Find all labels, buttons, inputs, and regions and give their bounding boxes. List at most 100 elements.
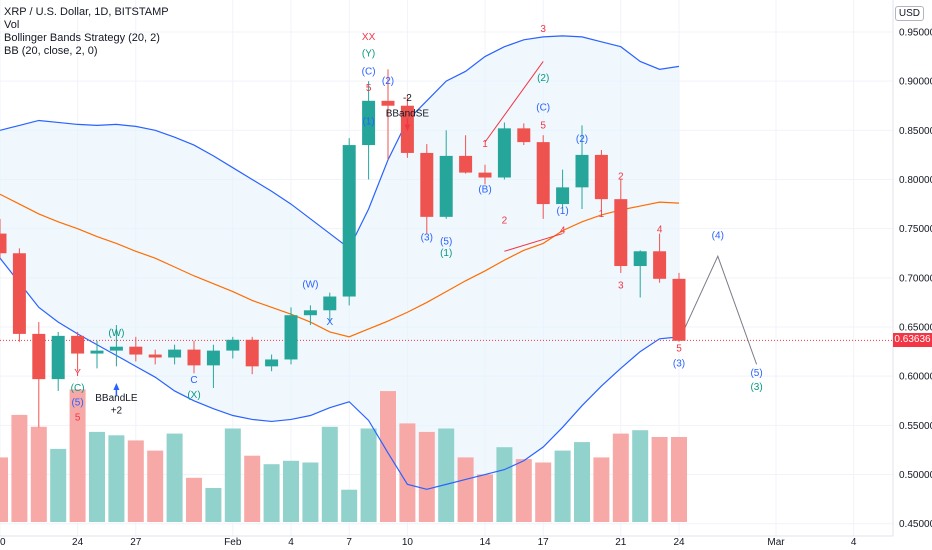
price-tick-label: 0.55000	[899, 421, 932, 432]
volume-bar	[574, 442, 590, 522]
price-tick-label: 0.50000	[899, 470, 932, 481]
candle-body	[32, 333, 46, 380]
volume-bars	[0, 389, 687, 522]
candle-body	[303, 310, 317, 316]
volume-bar	[89, 431, 105, 522]
volume-bar	[224, 428, 241, 522]
volume-bar	[108, 435, 125, 522]
candle-body	[381, 100, 395, 106]
indicator-bb-strategy[interactable]: Bollinger Bands Strategy (20, 2)	[4, 32, 160, 44]
candle-body	[594, 154, 608, 200]
volume-bar	[632, 430, 649, 522]
wave-label: (5)	[440, 236, 452, 247]
time-tick-label: 4	[288, 537, 294, 548]
volume-bar	[651, 437, 668, 522]
time-tick-label: 4	[851, 537, 857, 548]
wave-label: 5	[540, 120, 546, 131]
volume-bar	[341, 489, 358, 522]
wave-label: Y	[74, 368, 81, 379]
candle-body	[342, 145, 356, 297]
currency-button[interactable]: USD	[894, 6, 924, 21]
chart-legend: XRP / U.S. Dollar, 1D, BITSTAMP Vol Boll…	[4, 6, 169, 58]
wave-label: (3)	[421, 232, 433, 243]
volume-bar	[263, 464, 280, 522]
candle-body	[517, 128, 531, 143]
candle-body	[439, 155, 453, 217]
candle-body	[556, 187, 570, 205]
candle-body	[323, 296, 337, 311]
indicator-bb[interactable]: BB (20, close, 2, 0)	[4, 45, 98, 57]
wave-label: (5)	[71, 398, 83, 409]
wave-label: 2	[502, 216, 508, 227]
candle-body	[614, 199, 628, 267]
candle-body	[653, 251, 667, 279]
price-tick-label: 0.95000	[899, 27, 932, 38]
wave-label: (C)	[536, 103, 550, 114]
time-tick-label: 14	[479, 537, 491, 548]
wave-label: (4)	[712, 230, 724, 241]
wave-label: +2	[111, 406, 123, 417]
volume-bar	[593, 457, 610, 522]
volume-bar	[186, 477, 202, 522]
candle-body	[575, 154, 589, 188]
last-price-tag: 0.63636	[893, 333, 932, 348]
volume-bar	[69, 389, 86, 522]
wave-label: (B)	[478, 184, 491, 195]
wave-label: 2	[618, 171, 624, 182]
price-axis: 0.95000 0.90000 0.85000 0.80000 0.75000 0.700…	[892, 0, 932, 536]
time-tick-label: 7	[346, 537, 352, 548]
volume-bar	[166, 433, 183, 522]
volume-bar	[244, 455, 261, 522]
wave-label: 1	[482, 139, 488, 150]
trend-line	[484, 61, 544, 143]
price-tick-label: 0.80000	[899, 175, 932, 186]
wave-label: C	[190, 375, 197, 386]
volume-bar	[477, 474, 493, 522]
indicator-vol[interactable]: Vol	[4, 19, 20, 31]
wave-label: -2	[403, 93, 412, 104]
volume-bar	[380, 391, 396, 522]
volume-bar	[671, 437, 687, 522]
candle-body	[478, 172, 492, 178]
candle-body	[206, 350, 220, 366]
candle-body	[109, 346, 123, 351]
volume-bar	[535, 462, 552, 522]
wave-label: (Y)	[362, 49, 375, 60]
candle-body	[536, 142, 550, 205]
wave-label: (C)	[362, 66, 376, 77]
candle-body	[226, 339, 240, 351]
candle-body	[129, 346, 143, 355]
price-tick-label: 0.65000	[899, 323, 932, 334]
bb-basis-line	[0, 193, 680, 338]
volume-bar	[147, 450, 164, 522]
candle-body	[420, 152, 434, 217]
wave-label: (W)	[108, 328, 124, 339]
candle-body	[148, 354, 162, 358]
volume-bar	[438, 428, 455, 522]
wave-label: X	[326, 317, 333, 328]
wave-label: (C)	[71, 383, 85, 394]
time-tick-label: 27	[130, 537, 142, 548]
wave-label: (3)	[750, 382, 762, 393]
volume-bar	[205, 488, 222, 522]
wave-label: 5	[676, 344, 682, 355]
indicator-lines	[0, 35, 893, 490]
candle-body	[459, 155, 473, 173]
time-tick-label: 24	[72, 537, 84, 548]
wave-label: (1)	[440, 248, 452, 259]
candle-body	[497, 128, 511, 178]
wave-label: BBandLE	[95, 393, 138, 404]
wave-label: (X)	[187, 390, 200, 401]
volume-bar	[360, 428, 377, 522]
price-tick-label: 0.85000	[899, 126, 932, 137]
wave-label: 4	[560, 226, 566, 237]
wave-label: (W)	[302, 280, 318, 291]
volume-bar	[418, 431, 435, 522]
candle-body	[168, 349, 182, 358]
candle-body	[672, 278, 686, 341]
candle-body	[90, 350, 104, 354]
time-axis: 20 24 27 Feb 4 7 10 14 17 21 24 Mar 4	[0, 535, 893, 548]
projection-line	[678, 254, 758, 365]
